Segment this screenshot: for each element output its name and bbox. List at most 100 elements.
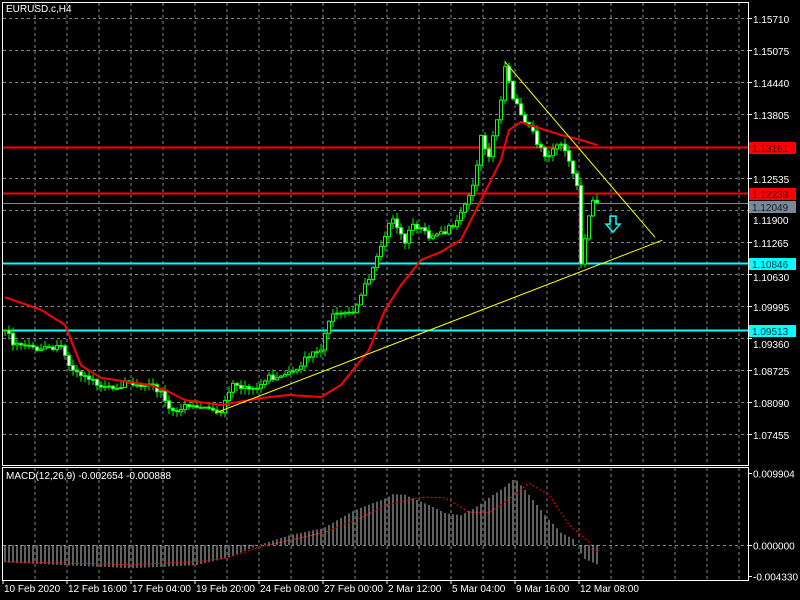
candle-bull (363, 283, 367, 296)
price-axis-label: 1.08090 (753, 399, 790, 410)
price-level-label: 1.09513 (752, 327, 789, 338)
candle-bull (371, 267, 375, 280)
candle-bull (479, 135, 483, 166)
candle-bear (67, 354, 71, 367)
candle-bull (319, 349, 323, 353)
candle-bull (283, 373, 287, 377)
candle-bear (539, 143, 543, 149)
candle-bull (3, 329, 7, 332)
macd-axis-label: -0.004330 (753, 573, 798, 584)
candle-bull (183, 403, 187, 410)
candle-bull (391, 218, 395, 224)
candle-bull (555, 144, 559, 150)
candle-bull (311, 351, 315, 358)
candle-bear (595, 199, 599, 204)
candle-bull (407, 229, 411, 244)
candle-bear (535, 130, 539, 145)
chart-title: EURUSD.c,H4 (6, 4, 72, 15)
candle-bull (459, 211, 463, 222)
price-axis-label: 1.15710 (753, 15, 790, 26)
candle-bear (171, 407, 175, 412)
candle-bull (503, 66, 507, 101)
candle-bull (587, 215, 591, 240)
candle-bear (427, 230, 431, 239)
candle-bear (571, 160, 575, 175)
candle-bull (583, 238, 587, 265)
price-level-label-box (749, 188, 796, 200)
candle-bear (247, 385, 251, 390)
candle-bear (95, 378, 99, 386)
price-level-label: 1.12049 (752, 203, 789, 214)
candle-bear (63, 345, 67, 356)
candle-bear (523, 114, 527, 123)
candle-bull (191, 405, 195, 408)
candle-bear (195, 405, 199, 408)
candle-bear (579, 184, 583, 265)
price-axis-label: 1.15075 (753, 47, 790, 58)
candle-bull (275, 376, 279, 381)
candle-bear (75, 369, 79, 373)
candle-bull (179, 408, 183, 413)
time-axis-label: 17 Feb 04:00 (132, 584, 191, 595)
candle-bull (103, 385, 107, 388)
macd-axis-label: 0.000000 (753, 542, 795, 553)
candle-bull (439, 231, 443, 235)
time-axis-label: 19 Feb 20:00 (196, 584, 255, 595)
price-level-label-box (749, 142, 796, 154)
candle-bear (175, 410, 179, 413)
candle-bull (431, 235, 435, 239)
candle-bull (299, 365, 303, 370)
candle-bull (559, 143, 563, 146)
candle-bull (367, 278, 371, 285)
candle-bull (471, 184, 475, 197)
candle-bear (51, 346, 55, 351)
candle-bear (575, 173, 579, 186)
candle-bull (347, 311, 351, 314)
candle-bull (287, 371, 291, 375)
candle-bear (351, 311, 355, 314)
candle-bull (315, 351, 319, 354)
candle-bull (107, 385, 111, 388)
candle-bear (507, 66, 511, 82)
candle-bull (143, 384, 147, 388)
candle-bull (375, 256, 379, 269)
candle-bear (11, 332, 15, 346)
candle-bear (443, 231, 447, 235)
price-level-label: 1.10846 (752, 260, 789, 271)
time-axis-label: 2 Mar 12:00 (388, 584, 442, 595)
price-level-label-box (749, 325, 796, 337)
candle-bear (519, 103, 523, 116)
candle-bull (91, 378, 95, 381)
candle-bull (547, 155, 551, 158)
candle-bull (551, 148, 555, 157)
price-axis-label: 1.09995 (753, 303, 790, 314)
candle-bull (279, 375, 283, 378)
candle-bull (475, 164, 479, 186)
candle-bear (543, 147, 547, 157)
candle-bull (259, 383, 263, 389)
candle-bull (323, 332, 327, 351)
price-level-label: 1.12239 (752, 190, 789, 201)
candle-bull (491, 135, 495, 158)
candle-bull (303, 356, 307, 367)
candle-bull (463, 203, 467, 213)
price-level-label-box (749, 258, 796, 270)
candle-bear (511, 80, 515, 100)
candle-bear (207, 406, 211, 409)
candle-bull (379, 245, 383, 258)
candle-bear (451, 225, 455, 228)
trendline (214, 239, 663, 414)
candle-bear (339, 312, 343, 315)
candle-bear (151, 383, 155, 386)
candle-bull (327, 320, 331, 334)
down-arrow-icon (604, 215, 622, 234)
price-axis-label: 1.13805 (753, 111, 790, 122)
time-axis-label: 27 Feb 00:00 (324, 584, 383, 595)
candle-bear (19, 342, 23, 346)
candle-bull (331, 313, 335, 322)
candle-bear (79, 371, 83, 377)
price-axis-label: 1.08725 (753, 367, 790, 378)
candle-bear (87, 375, 91, 380)
candle-bull (159, 390, 163, 393)
